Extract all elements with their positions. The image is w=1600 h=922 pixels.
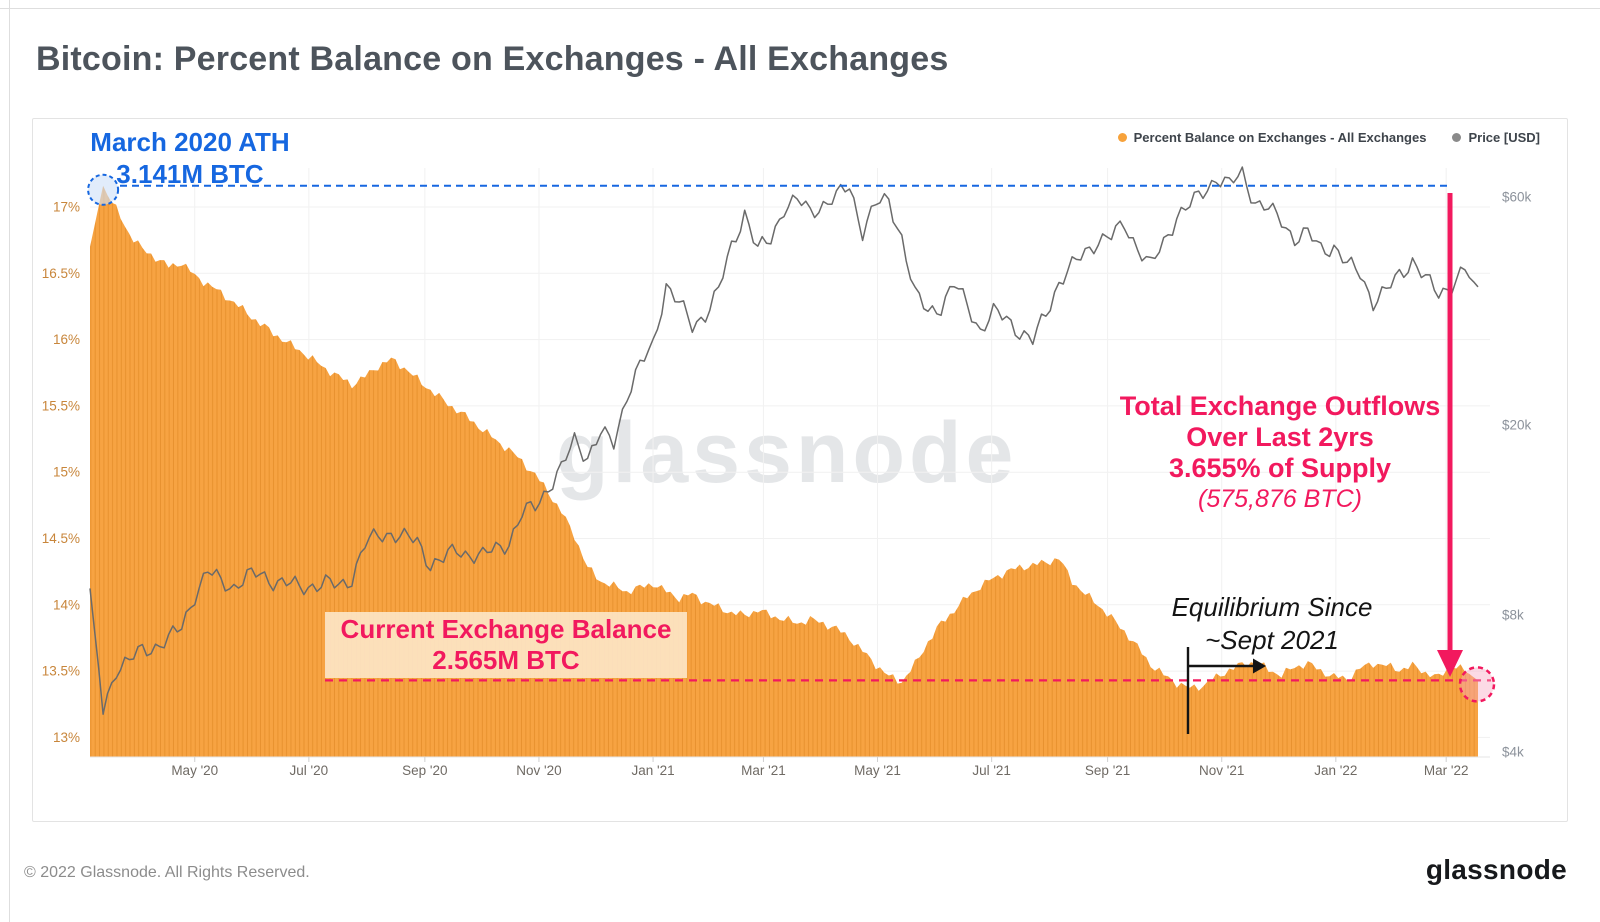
- svg-text:$60k: $60k: [1502, 190, 1532, 205]
- annotation-total-exchange-outflows: Total Exchange Outflows Over Last 2yrs 3…: [1080, 391, 1480, 515]
- svg-text:$8k: $8k: [1502, 608, 1524, 623]
- page-title: Bitcoin: Percent Balance on Exchanges - …: [36, 40, 949, 78]
- svg-text:Jul '21: Jul '21: [972, 763, 1011, 778]
- copyright-text: © 2022 Glassnode. All Rights Reserved.: [24, 864, 310, 881]
- chart-legend: Percent Balance on Exchanges - All Excha…: [1117, 130, 1540, 145]
- equilibrium-marker: [1186, 647, 1266, 734]
- annotation-equilibrium-line2: ~Sept 2021: [1205, 625, 1339, 655]
- legend-label-percent-balance: Percent Balance on Exchanges - All Excha…: [1133, 130, 1427, 145]
- annotation-outflows-line2: Over Last 2yrs: [1186, 422, 1374, 452]
- current-balance-marker: [325, 666, 1496, 703]
- window-left-edge: [9, 0, 10, 922]
- svg-text:Jan '21: Jan '21: [631, 763, 674, 778]
- svg-text:14.5%: 14.5%: [42, 531, 80, 546]
- window-top-edge: [0, 8, 1600, 9]
- svg-text:Mar '21: Mar '21: [741, 763, 786, 778]
- legend-label-price: Price [USD]: [1468, 130, 1540, 145]
- svg-text:Nov '20: Nov '20: [516, 763, 561, 778]
- svg-text:14%: 14%: [53, 597, 80, 612]
- svg-text:Nov '21: Nov '21: [1199, 763, 1244, 778]
- svg-text:$4k: $4k: [1502, 745, 1524, 760]
- svg-text:16%: 16%: [53, 332, 80, 347]
- annotation-outflows-line3: 3.655% of Supply: [1168, 453, 1392, 483]
- glassnode-watermark: glassnode: [556, 405, 1018, 501]
- ath-marker: [87, 173, 1450, 206]
- outflow-arrow: [1437, 193, 1463, 677]
- svg-text:17%: 17%: [53, 200, 80, 215]
- annotation-current-line1: Current Exchange Balance: [340, 614, 672, 644]
- svg-text:Jan '22: Jan '22: [1314, 763, 1357, 778]
- annotation-outflows-line4: (575,876 BTC): [1198, 485, 1362, 513]
- legend-item-price[interactable]: Price [USD]: [1452, 130, 1540, 145]
- annotation-ath-line2: 3.141M BTC: [116, 159, 264, 189]
- svg-text:13.5%: 13.5%: [42, 664, 80, 679]
- annotation-equilibrium-line1: Equilibrium Since: [1171, 592, 1373, 622]
- svg-text:13%: 13%: [53, 730, 80, 745]
- annotation-current-line2: 2.565M BTC: [432, 645, 580, 675]
- svg-text:15.5%: 15.5%: [42, 398, 80, 413]
- svg-text:May '21: May '21: [854, 763, 901, 778]
- annotation-march-2020-ath: March 2020 ATH 3.141M BTC: [40, 126, 340, 190]
- axes: 17% 16.5% 16% 15.5% 15% 14.5% 14% 13.5% 13% $60k $…: [42, 190, 1532, 779]
- annotation-equilibrium: Equilibrium Since ~Sept 2021: [1112, 591, 1432, 657]
- price-line: [89, 166, 1479, 715]
- svg-text:Mar '22: Mar '22: [1424, 763, 1469, 778]
- legend-dot-price-icon: [1452, 133, 1462, 142]
- svg-text:16.5%: 16.5%: [42, 266, 80, 281]
- annotation-current-exchange-balance: Current Exchange Balance 2.565M BTC: [325, 612, 687, 678]
- svg-text:Sep '21: Sep '21: [1085, 763, 1130, 778]
- svg-text:15%: 15%: [53, 465, 80, 480]
- legend-dot-percent-balance-icon: [1117, 133, 1127, 142]
- svg-text:$20k: $20k: [1502, 417, 1532, 432]
- svg-text:May '20: May '20: [171, 763, 218, 778]
- svg-text:Jul '20: Jul '20: [290, 763, 329, 778]
- glassnode-logo: glassnode: [1425, 854, 1567, 885]
- annotation-ath-line1: March 2020 ATH: [90, 127, 290, 157]
- svg-text:Sep '20: Sep '20: [402, 763, 447, 778]
- legend-item-percent-balance[interactable]: Percent Balance on Exchanges - All Excha…: [1117, 130, 1427, 145]
- annotation-outflows-line1: Total Exchange Outflows: [1119, 391, 1441, 421]
